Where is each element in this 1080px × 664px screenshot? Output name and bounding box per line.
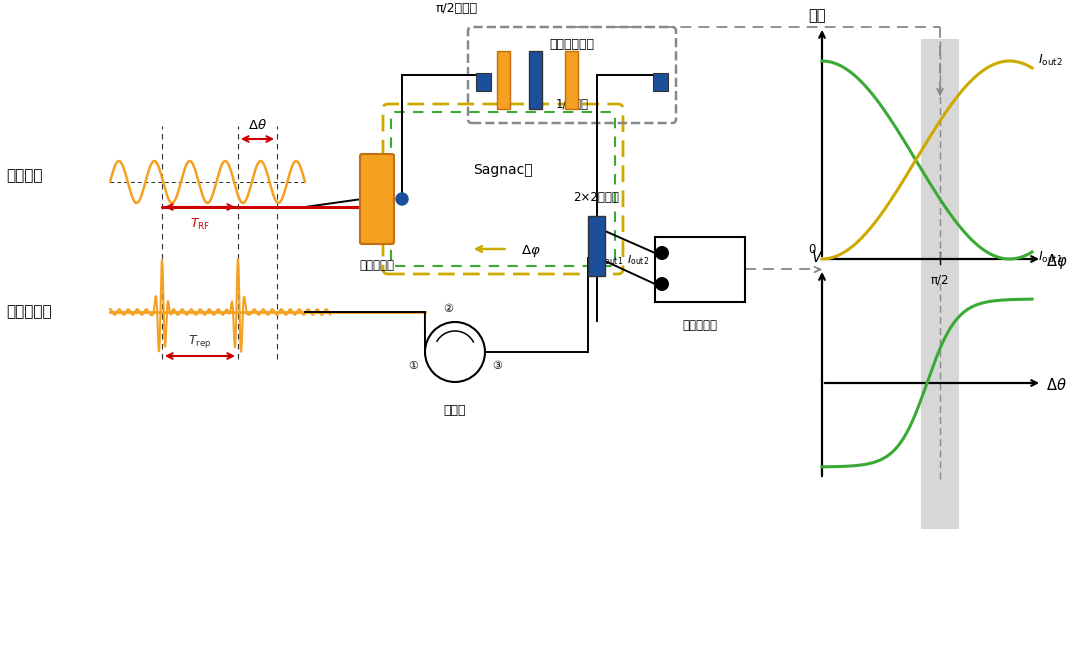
Text: $I_{\rm out2}$: $I_{\rm out2}$ (1038, 52, 1063, 68)
Text: ③: ③ (492, 361, 502, 371)
Text: 0: 0 (809, 243, 816, 256)
Text: 环形器: 环形器 (444, 404, 467, 417)
Text: ①: ① (408, 361, 418, 371)
Text: $\Delta\theta$: $\Delta\theta$ (1047, 377, 1067, 393)
Text: π/2: π/2 (930, 273, 949, 286)
Text: 光强: 光强 (808, 8, 826, 23)
Circle shape (654, 277, 669, 291)
Text: $\Delta\theta$: $\Delta\theta$ (248, 118, 267, 132)
Text: ②: ② (443, 304, 453, 314)
Circle shape (396, 193, 408, 205)
Bar (653, 73, 669, 91)
Text: 相位调制器: 相位调制器 (360, 259, 394, 272)
Text: $I_{\rm out1}$: $I_{\rm out1}$ (600, 253, 623, 267)
Text: 1/4波片: 1/4波片 (555, 98, 589, 111)
Text: π/2移相器: π/2移相器 (436, 2, 478, 15)
Circle shape (426, 322, 485, 382)
Text: $I_{\rm out2}$: $I_{\rm out2}$ (626, 253, 649, 267)
Circle shape (654, 246, 669, 260)
Bar (588, 216, 605, 276)
Text: $\Delta\varphi$: $\Delta\varphi$ (1047, 252, 1067, 270)
Text: 平衡探测器: 平衡探测器 (683, 319, 717, 332)
Bar (529, 51, 542, 109)
Text: $I_{\rm out1}$: $I_{\rm out1}$ (1038, 250, 1063, 264)
Text: 法拉第旋光器: 法拉第旋光器 (550, 38, 594, 51)
Bar (654, 237, 745, 302)
Text: Sagnac环: Sagnac环 (473, 163, 532, 177)
Text: $T_{\rm rep}$: $T_{\rm rep}$ (188, 333, 212, 350)
Text: $T_{\rm RF}$: $T_{\rm RF}$ (190, 217, 211, 232)
Text: 微波信号: 微波信号 (6, 169, 42, 183)
Bar (476, 73, 491, 91)
FancyBboxPatch shape (360, 154, 394, 244)
Bar (497, 51, 510, 109)
Bar (565, 51, 578, 109)
Text: 飞秒光脉冲: 飞秒光脉冲 (6, 305, 52, 319)
Text: V: V (812, 250, 822, 265)
Bar (920, 39, 959, 529)
Text: $\Delta\varphi$: $\Delta\varphi$ (522, 243, 541, 259)
Text: 2×2耦合器: 2×2耦合器 (573, 191, 620, 204)
